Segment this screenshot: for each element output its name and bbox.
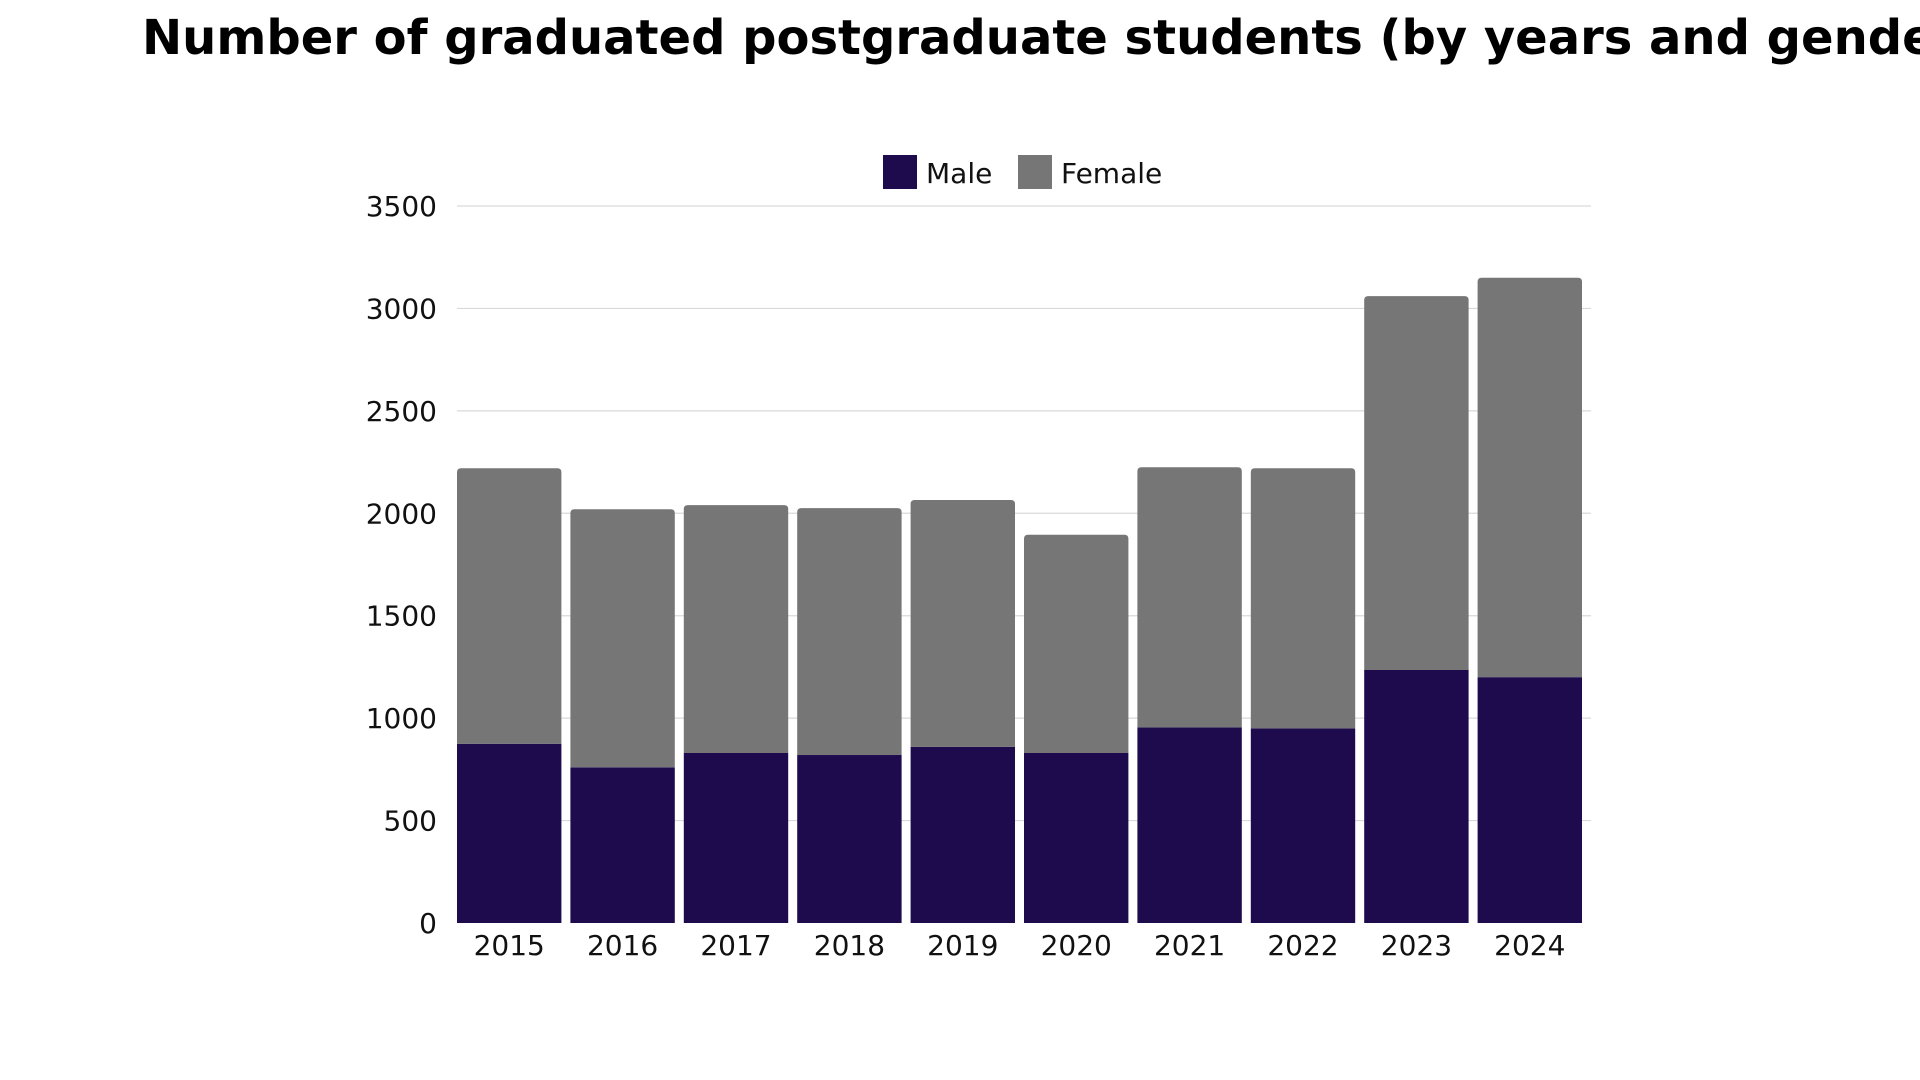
- chart-title: Number of graduated postgraduate student…: [142, 10, 1920, 66]
- bar-female-2022: [1250, 468, 1356, 729]
- x-tick-label: 2020: [1041, 929, 1112, 962]
- y-axis-ticks: 0 500 1000 1500 2000 2500 3000 3500: [366, 190, 437, 940]
- y-tick-label: 3500: [366, 190, 437, 223]
- bar-male-2024: [1477, 677, 1582, 923]
- y-tick-label: 2500: [366, 395, 437, 428]
- y-tick-label: 0: [419, 907, 437, 940]
- bar-female-2015: [457, 468, 562, 744]
- y-tick-label: 2000: [366, 497, 437, 530]
- bar-male-2020: [1024, 752, 1129, 923]
- legend-swatch-female: [1018, 155, 1052, 189]
- x-tick-label: 2016: [587, 929, 658, 962]
- bar-female-2024: [1477, 277, 1582, 678]
- x-tick-label: 2021: [1154, 929, 1225, 962]
- x-tick-label: 2015: [474, 929, 545, 962]
- y-tick-label: 3000: [366, 292, 437, 325]
- y-tick-label: 500: [384, 805, 437, 838]
- bar-female-2017: [683, 505, 789, 753]
- bar-male-2015: [457, 743, 562, 923]
- bar-female-2018: [797, 508, 902, 756]
- bar-female-2020: [1024, 534, 1129, 753]
- bar-male-2022: [1250, 728, 1356, 923]
- y-tick-label: 1500: [366, 600, 437, 633]
- x-tick-label: 2023: [1381, 929, 1452, 962]
- bar-female-2019: [910, 499, 1015, 747]
- bar-male-2018: [797, 755, 902, 923]
- bar-female-2016: [570, 509, 675, 768]
- bars: [457, 277, 1582, 923]
- x-tick-label: 2017: [700, 929, 771, 962]
- x-tick-label: 2024: [1494, 929, 1565, 962]
- bar-male-2019: [910, 746, 1015, 923]
- x-tick-label: 2019: [927, 929, 998, 962]
- bar-female-2023: [1364, 296, 1469, 671]
- legend-label-male: Male: [926, 157, 992, 190]
- bar-male-2023: [1364, 670, 1469, 923]
- legend-swatch-male: [883, 155, 917, 189]
- bar-male-2021: [1137, 727, 1242, 923]
- legend: Male Female: [883, 155, 1162, 190]
- legend-label-female: Female: [1061, 157, 1162, 190]
- x-tick-label: 2018: [814, 929, 885, 962]
- x-axis-ticks: 2015 2016 2017 2018 2019 2020 2021 2022 2023 2024: [474, 929, 1566, 962]
- bar-female-2021: [1137, 467, 1242, 728]
- bar-male-2016: [570, 767, 675, 923]
- y-tick-label: 1000: [366, 702, 437, 735]
- bar-male-2017: [683, 752, 789, 923]
- x-tick-label: 2022: [1267, 929, 1338, 962]
